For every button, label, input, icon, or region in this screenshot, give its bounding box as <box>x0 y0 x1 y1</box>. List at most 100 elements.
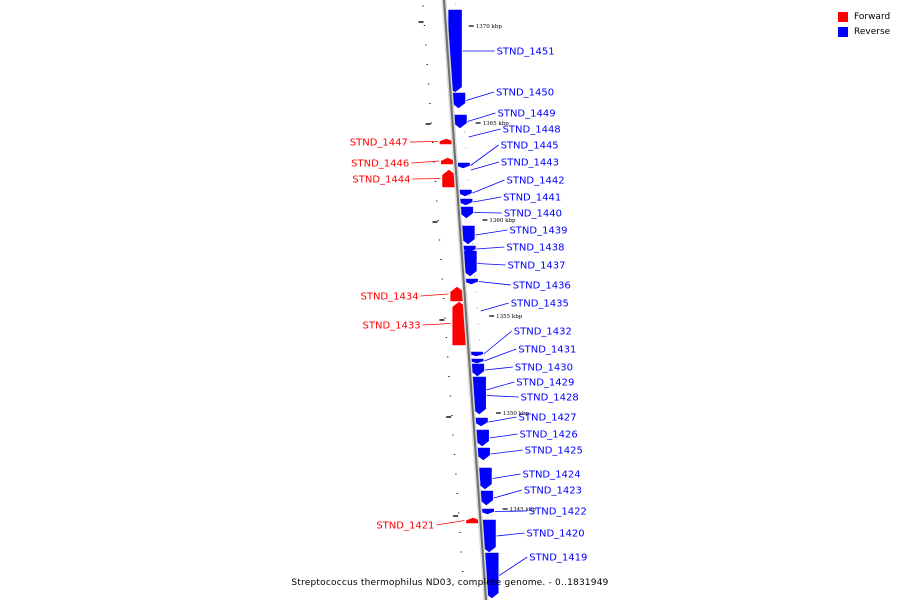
reverse-gene-label: STND_1435 <box>511 299 569 310</box>
forward-gene-label: STND_1447 <box>350 138 408 149</box>
reverse-swatch <box>838 26 848 37</box>
gene-leader-line <box>484 366 513 371</box>
gene-arrow <box>451 92 466 109</box>
gene-leader-line <box>409 141 438 143</box>
gene-leader-line <box>475 229 508 236</box>
reverse-gene-label: STND_1440 <box>504 209 562 220</box>
gene-arrow <box>480 508 495 515</box>
forward-gene-label: STND_1444 <box>352 175 410 186</box>
scale-label: 1355 kbp <box>496 314 523 320</box>
legend: Forward Reverse <box>838 9 890 39</box>
legend-item-forward: Forward <box>838 9 890 24</box>
gene-leader-line <box>467 112 496 122</box>
gene-leader-line <box>476 246 505 250</box>
forward-gene-label: STND_1434 <box>360 292 418 303</box>
scale-label: 1345 kbp <box>510 507 537 513</box>
gene-leader-line <box>470 161 500 171</box>
gene-features <box>439 9 499 599</box>
gene-arrow <box>466 517 480 524</box>
gene-leader-line <box>492 473 521 479</box>
forward-swatch <box>838 11 848 22</box>
gene-arrow <box>458 198 473 206</box>
gene-leader-line <box>412 178 441 180</box>
reverse-gene-label: STND_1437 <box>507 261 565 272</box>
reverse-gene-label: STND_1450 <box>496 88 554 99</box>
scale-label: 1350 kbp <box>503 411 530 417</box>
gene-arrow <box>479 490 494 506</box>
gene-leader-line <box>499 556 528 576</box>
reverse-gene-label: STND_1425 <box>525 446 583 457</box>
reverse-gene-label: STND_1420 <box>527 529 585 540</box>
gene-arrow <box>464 278 478 285</box>
gene-arrow <box>470 363 485 377</box>
gene-leader-line <box>465 91 495 101</box>
reverse-gene-label: STND_1422 <box>529 507 587 518</box>
gene-leader-line <box>472 179 505 194</box>
gene-leader-line <box>470 144 499 166</box>
reverse-gene-label: STND_1429 <box>516 378 574 389</box>
reverse-gene-label: STND_1427 <box>519 413 577 424</box>
reverse-gene-label: STND_1431 <box>518 345 576 356</box>
reverse-gene-label: STND_1428 <box>521 393 579 404</box>
gene-arrow <box>456 162 470 169</box>
reverse-gene-label: STND_1439 <box>509 226 567 237</box>
legend-forward-label: Forward <box>854 11 891 22</box>
reverse-gene-label: STND_1451 <box>497 47 555 58</box>
gene-arrow <box>439 138 454 145</box>
reverse-gene-label: STND_1442 <box>507 176 565 187</box>
reverse-gene-label: STND_1430 <box>515 363 573 374</box>
gene-leader-line <box>496 532 525 537</box>
legend-item-reverse: Reverse <box>838 24 890 39</box>
scale-label: 1365 kbp <box>483 121 510 127</box>
gene-leader-line <box>488 416 517 423</box>
gene-leader-line <box>477 263 506 266</box>
gene-leader-line <box>484 348 517 362</box>
reverse-gene-label: STND_1445 <box>501 141 559 152</box>
gene-leader-line <box>411 160 440 164</box>
forward-gene-label: STND_1446 <box>351 159 409 170</box>
reverse-gene-label: STND_1419 <box>529 553 587 564</box>
gene-arrow <box>469 351 484 357</box>
gene-arrow <box>470 358 484 364</box>
gene-leader-line <box>436 520 465 526</box>
gene-arrow <box>442 169 456 188</box>
gene-leader-line <box>486 395 519 398</box>
scale-ticks: 1370 kbp 1365 kbp 1360 kbp 1355 kbp 1350 kbp… <box>418 3 537 581</box>
genome-backbone <box>441 0 489 600</box>
forward-gene-label: STND_1421 <box>376 521 434 532</box>
gene-leader-line <box>473 212 502 214</box>
gene-leader-line <box>483 330 513 355</box>
gene-leader-line <box>468 128 501 138</box>
gene-arrow <box>475 429 489 447</box>
reverse-gene-label: STND_1424 <box>522 470 580 481</box>
gene-arrow <box>459 206 474 219</box>
scale-label: 1360 kbp <box>489 218 516 224</box>
backbone-line <box>442 0 488 600</box>
gene-leader-line <box>494 510 527 512</box>
reverse-gene-label: STND_1432 <box>514 327 572 338</box>
scale-label: 1370 kbp <box>476 24 503 30</box>
genome-caption: Streptococcus thermophilus ND03, complet… <box>291 578 609 588</box>
gene-arrow <box>450 286 464 302</box>
gene-arrow <box>453 114 467 129</box>
legend-reverse-label: Reverse <box>854 26 891 37</box>
gene-leader-line <box>473 196 502 203</box>
reverse-gene-label: STND_1448 <box>503 125 561 136</box>
reverse-gene-label: STND_1449 <box>498 109 556 120</box>
reverse-gene-label: STND_1426 <box>520 430 578 441</box>
reverse-gene-label: STND_1438 <box>506 243 564 254</box>
gene-leader-line <box>478 281 511 286</box>
gene-arrow <box>476 447 491 461</box>
gene-leader-line <box>490 449 523 455</box>
gene-arrow <box>461 225 475 245</box>
reverse-gene-label: STND_1436 <box>513 281 571 292</box>
forward-gene-label: STND_1433 <box>363 321 421 332</box>
gene-labels: STND_1451 STND_1450 STND_1449 STND_1448 STND… <box>350 47 587 576</box>
gene-leader-line <box>420 293 449 297</box>
gene-arrow <box>458 189 472 197</box>
gene-leader-line <box>422 323 451 326</box>
gene-leader-line <box>489 433 518 439</box>
gene-leader-line <box>493 489 522 499</box>
gene-arrow <box>441 157 455 165</box>
